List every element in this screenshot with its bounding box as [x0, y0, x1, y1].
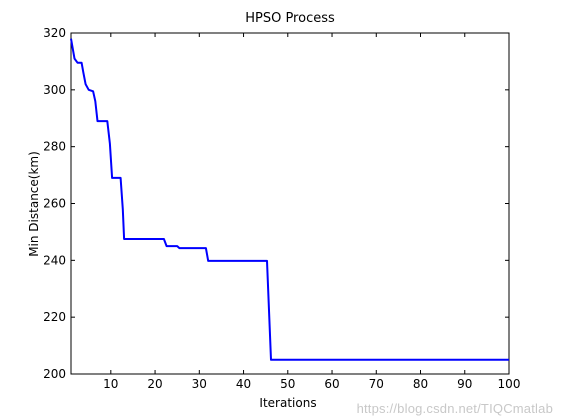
y-tick-label: 320	[43, 26, 66, 40]
x-tick-label: 90	[457, 377, 472, 391]
y-tick-label: 300	[43, 83, 66, 97]
x-tick-label: 20	[147, 377, 162, 391]
y-tick-label: 260	[43, 197, 66, 211]
y-axis-label: Min Distance(km)	[27, 151, 41, 257]
y-tick-label: 280	[43, 140, 66, 154]
x-axis-label: Iterations	[259, 396, 316, 410]
series-line	[70, 38, 509, 361]
x-tick-label: 50	[280, 377, 295, 391]
x-tick-label: 100	[498, 377, 521, 391]
y-tick-label: 240	[43, 253, 66, 267]
x-tick-label: 10	[103, 377, 118, 391]
plot-area: 10 20 30 40 50 60 70 80 90 100 200 220 240 260 280 300 3…	[43, 26, 520, 391]
y-tick-label: 220	[43, 310, 66, 324]
series-layer	[70, 38, 509, 361]
y-tick-label: 200	[43, 367, 66, 381]
x-tick-label: 60	[324, 377, 339, 391]
x-tick-label: 70	[369, 377, 384, 391]
watermark-text: https://blog.csdn.net/TIQCmatlab	[356, 401, 553, 416]
axis-ticks: 10 20 30 40 50 60 70 80 90 100 200 220 240 260 280 300 3…	[43, 26, 520, 391]
x-tick-label: 30	[192, 377, 207, 391]
chart-title: HPSO Process	[245, 11, 335, 26]
x-tick-label: 80	[413, 377, 428, 391]
x-tick-label: 40	[236, 377, 251, 391]
